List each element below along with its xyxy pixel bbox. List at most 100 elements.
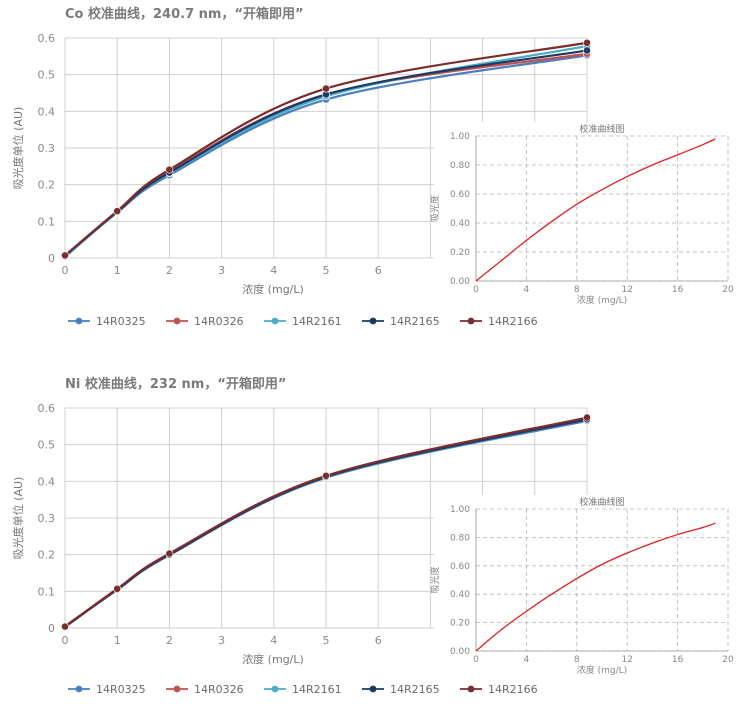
inset-x-tick-label: 20 — [722, 655, 734, 665]
inset-title: 校准曲线图 — [579, 123, 624, 135]
y-axis-label: 吸光度单位 (AU) — [11, 477, 25, 560]
y-tick-label: 0.1 — [38, 585, 56, 598]
legend-label: 14R0326 — [194, 683, 244, 696]
y-tick-label: 0.4 — [38, 105, 56, 118]
y-tick-label: 0.5 — [38, 69, 56, 82]
y-tick-label: 0.2 — [38, 179, 56, 192]
ni-calibration-panel: Ni 校准曲线，232 nm，“开箱即用” 0 0.1 0.2 0.3 0.4 0.5 0.6… — [11, 376, 744, 696]
inset-y-axis-label: 吸光度 — [429, 566, 441, 593]
legend-swatch-marker — [173, 317, 181, 325]
inset-y-tick-label: 0.60 — [450, 190, 470, 200]
data-point-14R2166 — [583, 38, 591, 47]
legend-swatch-marker — [173, 685, 181, 693]
legend-item-14R2166: 14R2166 — [460, 683, 538, 696]
series-line-14R2166 — [64, 41, 588, 257]
inset-y-tick-label: 1.00 — [450, 132, 470, 142]
legend-swatch-marker — [369, 317, 377, 325]
data-point-14R2166 — [113, 207, 122, 215]
chart-title: Co 校准曲线，240.7 nm，“开箱即用” — [65, 6, 304, 22]
legend-label: 14R2161 — [292, 683, 342, 696]
legend-label: 14R2165 — [390, 315, 440, 328]
data-point-14R2165 — [583, 46, 591, 55]
inset-chart: 校准曲线图 0.00 0.20 0.40 0.60 0.80 1.00 0 4 8 12 16 20 浓度… — [429, 495, 744, 679]
inset-chart: 校准曲线图 0.00 0.20 0.40 0.60 0.80 1.00 0 4 8 12 16 20 浓度… — [429, 122, 744, 309]
y-tick-label: 0.2 — [38, 549, 56, 562]
data-point-14R2166 — [583, 413, 591, 422]
legend-item-14R2161: 14R2161 — [264, 315, 342, 328]
x-tick-label: 5 — [323, 634, 330, 647]
y-tick-label: 0.3 — [38, 512, 56, 525]
y-tick-label: 0.3 — [38, 142, 56, 155]
inset-background — [434, 495, 744, 679]
x-tick-label: 2 — [166, 264, 173, 277]
legend-item-14R0326: 14R0326 — [166, 315, 244, 328]
x-axis-label: 浓度 (mg/L) — [242, 652, 304, 666]
legend-item-14R0326: 14R0326 — [166, 683, 244, 696]
legend-item-14R2165: 14R2165 — [362, 315, 440, 328]
legend-label: 14R2161 — [292, 315, 342, 328]
inset-x-tick-label: 20 — [722, 285, 734, 295]
inset-y-tick-label: 0.00 — [450, 647, 470, 657]
legend-swatch-marker — [271, 685, 279, 693]
inset-curve — [475, 522, 716, 652]
y-axis-label: 吸光度单位 (AU) — [11, 107, 25, 190]
legend-label: 14R0326 — [194, 315, 244, 328]
inset-x-axis-label: 浓度 (mg/L) — [577, 294, 627, 306]
inset-y-tick-label: 0.40 — [450, 590, 470, 600]
inset-y-tick-label: 0.60 — [450, 562, 470, 572]
x-tick-label: 4 — [270, 634, 277, 647]
data-point-14R2166 — [322, 471, 330, 480]
inset-y-tick-label: 0.00 — [450, 277, 470, 287]
legend-item-14R2165: 14R2165 — [362, 683, 440, 696]
legend-swatch-marker — [467, 317, 475, 325]
legend-swatch-marker — [75, 685, 83, 693]
legend-swatch-marker — [75, 317, 83, 325]
x-tick-label: 0 — [62, 264, 69, 277]
inset-y-axis-label: 吸光度 — [429, 195, 441, 222]
legend-item-14R2166: 14R2166 — [460, 315, 538, 328]
y-tick-label: 0 — [48, 622, 55, 635]
inset-x-tick-label: 12 — [621, 655, 632, 665]
inset-y-tick-label: 1.00 — [450, 505, 470, 515]
x-tick-label: 4 — [270, 264, 277, 277]
inset-x-tick-label: 4 — [524, 285, 530, 295]
data-point-14R2166 — [113, 584, 122, 593]
data-point-14R2166 — [165, 549, 174, 558]
x-tick-label: 0 — [62, 634, 69, 647]
inset-x-tick-label: 8 — [574, 655, 580, 665]
y-tick-label: 0.1 — [38, 215, 56, 228]
inset-x-tick-label: 8 — [574, 285, 580, 295]
inset-x-tick-label: 16 — [672, 285, 684, 295]
legend-label: 14R2165 — [390, 683, 440, 696]
legend-swatch-marker — [369, 685, 377, 693]
inset-x-tick-label: 12 — [621, 285, 632, 295]
legend-label: 14R2166 — [488, 315, 538, 328]
x-tick-label: 2 — [166, 634, 173, 647]
y-tick-label: 0 — [48, 252, 55, 265]
y-tick-label: 0.6 — [38, 32, 56, 45]
x-tick-label: 1 — [114, 264, 121, 277]
x-tick-label: 6 — [375, 264, 382, 277]
data-point-14R2166 — [322, 84, 330, 93]
co-calibration-panel: Co 校准曲线，240.7 nm，“开箱即用” 0 0.1 0.2 0.3 0.4 0.5 0… — [11, 6, 744, 328]
data-point-14R2166 — [61, 251, 69, 260]
x-tick-label: 3 — [218, 634, 225, 647]
chart-title: Ni 校准曲线，232 nm，“开箱即用” — [65, 376, 286, 392]
legend-label: 14R0325 — [96, 315, 146, 328]
y-tick-label: 0.5 — [38, 439, 56, 452]
inset-y-tick-label: 0.80 — [450, 533, 470, 543]
x-tick-label: 6 — [375, 634, 382, 647]
y-tick-label: 0.4 — [38, 475, 56, 488]
inset-background — [434, 122, 744, 309]
x-axis-label: 浓度 (mg/L) — [242, 282, 304, 296]
legend-item-14R0325: 14R0325 — [68, 315, 146, 328]
y-tick-label: 0.6 — [38, 402, 56, 415]
legend-swatch-marker — [271, 317, 279, 325]
inset-y-tick-label: 0.20 — [450, 248, 470, 258]
legend-label: 14R0325 — [96, 683, 146, 696]
inset-y-tick-label: 0.40 — [450, 219, 470, 229]
x-tick-label: 5 — [323, 264, 330, 277]
legend-item-14R0325: 14R0325 — [68, 683, 146, 696]
